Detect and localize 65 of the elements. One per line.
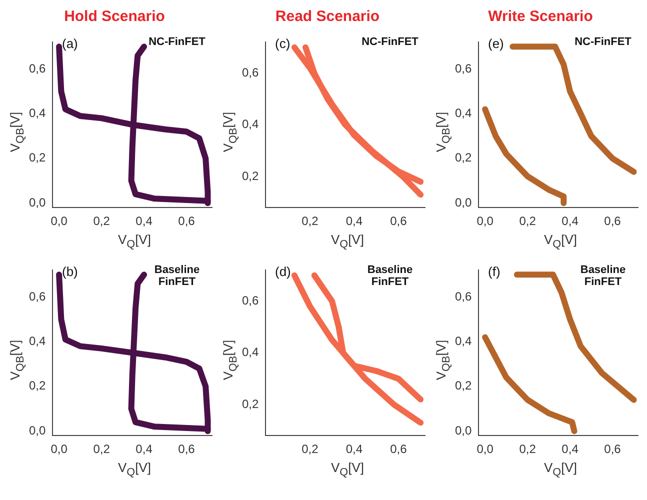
annotation: (c) <box>275 36 290 51</box>
x-axis-title: V$_{Q}$[V] <box>542 460 578 479</box>
annotation: NC-FinFET <box>574 36 632 48</box>
y-tick-label: 0,6 <box>28 61 46 76</box>
annotation: NC-FinFET <box>360 36 420 48</box>
annotation: Baseline FinFET <box>579 264 627 288</box>
x-axis-title: V$_{Q}$[V] <box>116 232 152 251</box>
y-tick-label: 0,6 <box>242 66 259 80</box>
x-tick-label: 0,0 <box>476 214 494 228</box>
y-tick-label: 0,2 <box>28 378 46 393</box>
x-axis-title: V$_{Q}$[V] <box>542 232 578 251</box>
x-axis-title: V$_{Q}$[V] <box>330 232 365 251</box>
x-tick-label: 0,6 <box>604 214 622 228</box>
x-tick-label: 0,4 <box>136 442 153 456</box>
y-tick-label: 0,0 <box>28 423 46 438</box>
x-tick-label: 0,4 <box>346 214 363 228</box>
annotation: (e) <box>488 36 504 51</box>
annotation: Baseline FinFET <box>366 264 414 288</box>
annotation: (d) <box>275 264 291 279</box>
annotation: Baseline FinFET <box>153 264 201 288</box>
x-tick-label: 0,6 <box>604 442 622 456</box>
x-tick-label: 0,6 <box>178 214 196 228</box>
x-tick-label: 0,4 <box>562 442 579 456</box>
x-tick-label: 0,4 <box>346 442 363 456</box>
x-tick-label: 0,2 <box>519 442 536 456</box>
y-tick-label: 0,2 <box>242 396 259 411</box>
x-tick-label: 0,2 <box>93 442 110 456</box>
chart-title: Write Scenario <box>487 8 594 27</box>
y-tick-label: 0,2 <box>454 378 472 393</box>
y-tick-label: 0,4 <box>242 117 259 132</box>
chart-title: Read Scenario <box>274 8 381 27</box>
annotation: NC-FinFET <box>148 36 206 48</box>
annotation: (b) <box>62 264 78 279</box>
annotation: (a) <box>62 36 78 51</box>
y-tick-label: 0,4 <box>454 106 472 120</box>
x-tick-label: 0,0 <box>476 442 494 456</box>
y-tick-label: 0,4 <box>28 334 46 348</box>
x-tick-label: 0,6 <box>390 214 408 228</box>
y-tick-label: 0,6 <box>454 61 472 76</box>
x-axis-title: V$_{Q}$[V] <box>116 460 152 479</box>
y-tick-label: 0,4 <box>454 334 472 348</box>
x-tick-label: 0,6 <box>178 442 196 456</box>
x-tick-label: 0,2 <box>519 214 536 228</box>
y-tick-label: 0,6 <box>242 294 259 308</box>
chart-title: Hold Scenario <box>63 8 166 27</box>
x-tick-label: 0,4 <box>136 214 153 228</box>
x-tick-label: 0,2 <box>93 214 110 228</box>
x-tick-label: 0,0 <box>50 442 68 456</box>
y-tick-label: 0,2 <box>28 150 46 165</box>
y-tick-label: 0,2 <box>242 168 259 183</box>
y-tick-label: 0,4 <box>242 345 259 360</box>
y-tick-label: 0,2 <box>454 150 472 165</box>
y-tick-label: 0,6 <box>28 289 46 304</box>
x-axis-title: V$_{Q}$[V] <box>330 460 365 479</box>
y-tick-label: 0,0 <box>454 195 472 210</box>
x-tick-label: 0,2 <box>302 214 319 228</box>
x-tick-label: 0,4 <box>562 214 579 228</box>
y-tick-label: 0,0 <box>454 423 472 438</box>
y-tick-label: 0,4 <box>28 106 46 120</box>
annotation: (f) <box>488 264 500 279</box>
y-tick-label: 0,0 <box>28 195 46 210</box>
x-tick-label: 0,0 <box>50 214 68 228</box>
x-tick-label: 0,2 <box>302 442 319 456</box>
x-tick-label: 0,6 <box>390 442 408 456</box>
y-tick-label: 0,6 <box>454 289 472 304</box>
